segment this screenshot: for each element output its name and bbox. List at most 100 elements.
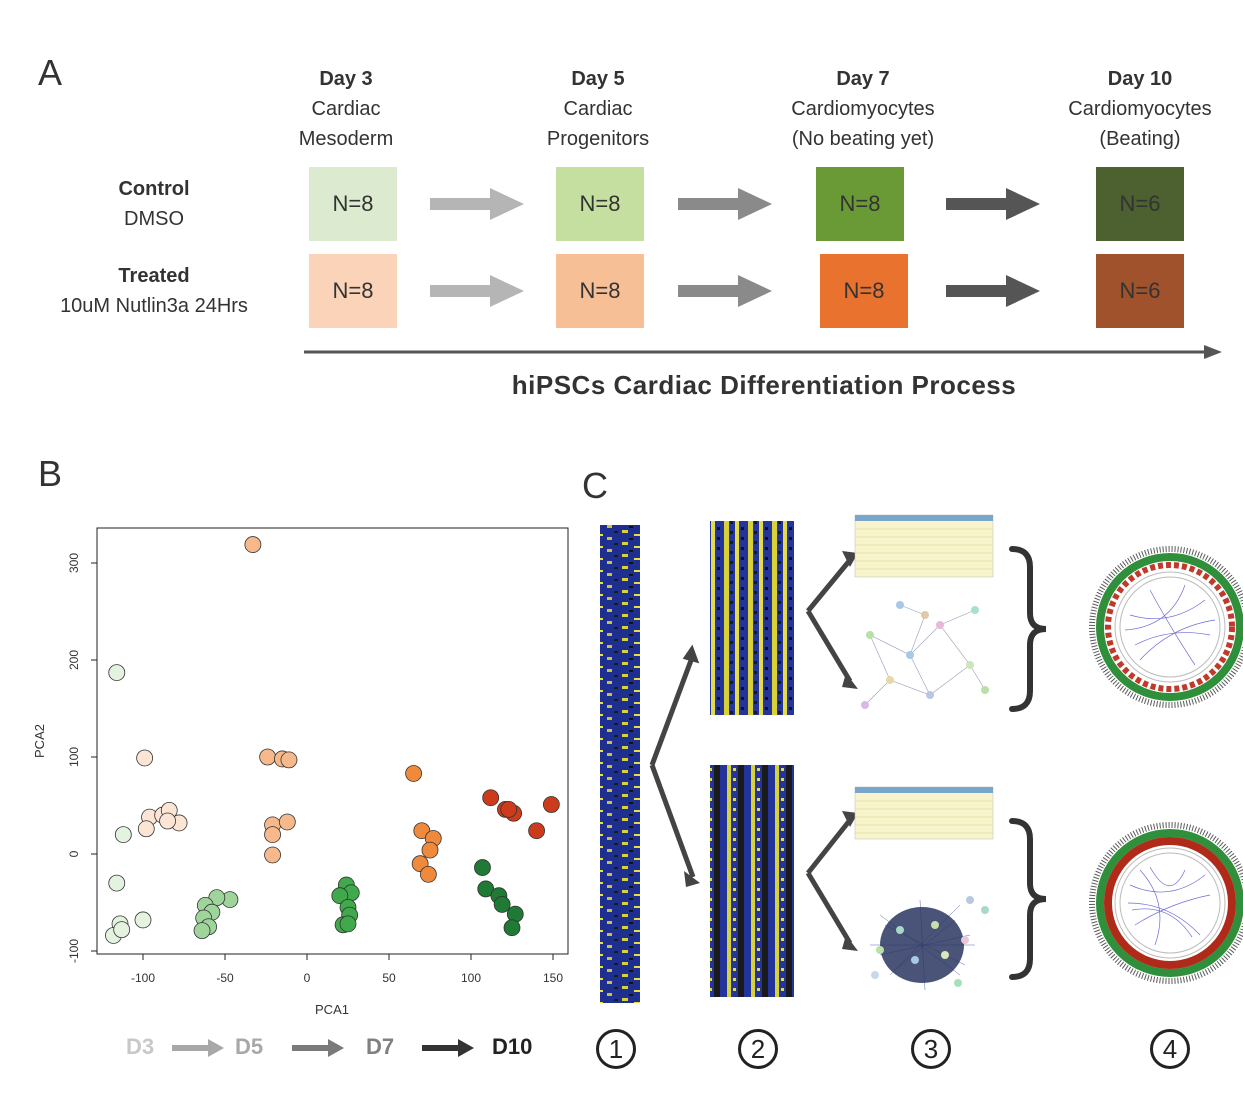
data-point-series-5 (421, 841, 439, 859)
stage-line1: Cardiomyocytes (1068, 98, 1212, 120)
legend-d7: D7 (366, 1034, 395, 1059)
stage-day7: Day 7 Cardiomyocytes (No beating yet) (748, 64, 978, 154)
data-point-series-5 (419, 865, 437, 883)
row-title: Treated (118, 265, 190, 287)
legend-d10: D10 (492, 1034, 533, 1059)
process-arrows (430, 188, 1040, 307)
sample-box-control-d3: N=8 (309, 167, 397, 241)
arrow-right-icon (678, 188, 772, 220)
data-point-series-6 (493, 896, 511, 913)
sample-box-control-d10: N=6 (1096, 167, 1184, 241)
x-tick-label: -50 (216, 971, 234, 985)
arrow-right-icon (946, 188, 1040, 220)
network-1 (864, 604, 986, 706)
arrow-right-icon (946, 275, 1040, 307)
data-point-series-5 (405, 765, 423, 782)
panel-c-label: C (582, 465, 608, 506)
arrowheads (682, 551, 858, 951)
plot-frame (96, 527, 569, 955)
sample-box-control-d5: N=8 (556, 167, 644, 241)
step-3-marker: 3 (911, 1029, 951, 1069)
sample-box-treated-d5: N=8 (556, 254, 644, 328)
stage-line1: Cardiomyocytes (791, 98, 935, 120)
stage-line2: (Beating) (1099, 128, 1181, 150)
row-label-treated: Treated 10uM Nutlin3a 24Hrs (34, 261, 274, 321)
circos-plot-1 (1089, 546, 1243, 708)
arrow-right-icon (172, 1039, 224, 1057)
data-point-series-3 (278, 813, 296, 831)
pca-scatter-plot: -100 -50 0 50 100 150 -100 0 100 200 300 PCA1 PCA… (32, 527, 569, 1017)
data-point-series-7 (500, 800, 518, 818)
y-tick-label: -100 (67, 939, 81, 963)
network-1-nodes (861, 601, 989, 709)
stage-line2: Mesoderm (298, 128, 394, 150)
stage-day-label: Day 5 (571, 68, 625, 90)
panel-b-label: B (38, 453, 63, 494)
panel-c-workflow (600, 514, 1243, 1003)
y-tick-label: 300 (67, 553, 81, 573)
data-point-series-7 (482, 789, 500, 807)
data-point-series-7 (542, 796, 560, 813)
stage-day3: Day 3 Cardiac Mesoderm (246, 64, 446, 154)
data-point-series-6 (477, 880, 495, 898)
data-point-series-7 (528, 822, 545, 840)
step-2-marker: 2 (738, 1029, 778, 1069)
row-subtitle: DMSO (124, 208, 184, 230)
sample-box-treated-d3: N=8 (309, 254, 397, 328)
data-point-series-0 (114, 826, 132, 844)
data-point-series-0 (108, 664, 126, 682)
heatmap-full (600, 525, 640, 1003)
data-point-series-4 (339, 915, 357, 933)
scatter-points (105, 536, 560, 944)
arrow-right-icon (430, 275, 524, 307)
data-point-series-4 (331, 887, 349, 905)
timeline-arrow (304, 345, 1222, 359)
data-point-series-3 (264, 826, 281, 844)
y-tick-label: 0 (67, 850, 81, 857)
data-point-series-6 (503, 919, 521, 937)
stage-day-label: Day 3 (319, 68, 373, 90)
data-point-series-2 (193, 922, 211, 940)
x-axis: -100 -50 0 50 100 150 (131, 954, 563, 985)
x-axis-label: PCA1 (315, 1002, 349, 1017)
legend-d3: D3 (126, 1034, 155, 1059)
data-point-series-3 (280, 751, 298, 769)
branch-arrows (649, 558, 853, 945)
y-tick-label: 100 (67, 747, 81, 767)
legend-d5: D5 (235, 1034, 264, 1059)
data-point-series-3 (259, 748, 277, 766)
step-4-marker: 4 (1150, 1029, 1190, 1069)
stage-day-label: Day 10 (1107, 68, 1173, 90)
sample-box-control-d7: N=8 (816, 167, 904, 241)
x-tick-label: 150 (543, 971, 563, 985)
y-axis: -100 0 100 200 300 (67, 553, 97, 963)
stage-line1: Cardiac (563, 98, 633, 120)
stage-day10: Day 10 Cardiomyocytes (Beating) (1040, 64, 1240, 154)
brace-icons (1009, 546, 1047, 980)
timeline-label: hiPSCs Cardiac Differentiation Process (511, 370, 1017, 400)
data-point-series-1 (159, 812, 177, 830)
panel-a-label: A (38, 52, 63, 93)
data-point-series-3 (264, 846, 281, 864)
stage-day-label: Day 7 (836, 68, 890, 90)
stage-line1: Cardiac (311, 98, 381, 120)
enrichment-table-1 (854, 514, 994, 578)
arrow-right-icon (430, 188, 524, 220)
enrichment-table-2 (854, 786, 994, 840)
x-tick-label: -100 (131, 971, 155, 985)
stage-day5: Day 5 Cardiac Progenitors (498, 64, 698, 154)
y-tick-label: 200 (67, 650, 81, 670)
arrow-right-icon (292, 1039, 344, 1057)
data-point-series-0 (113, 921, 131, 939)
step-1-marker: 1 (596, 1029, 636, 1069)
x-tick-label: 0 (304, 971, 311, 985)
row-title: Control (118, 178, 190, 200)
data-point-series-3 (244, 536, 262, 553)
sample-box-treated-d10: N=6 (1096, 254, 1184, 328)
row-subtitle: 10uM Nutlin3a 24Hrs (60, 295, 248, 317)
heatmap-cluster-1 (710, 521, 794, 715)
data-point-series-1 (136, 749, 154, 767)
arrow-right-icon (678, 275, 772, 307)
x-tick-label: 100 (461, 971, 481, 985)
legend-arrows (172, 1039, 474, 1057)
